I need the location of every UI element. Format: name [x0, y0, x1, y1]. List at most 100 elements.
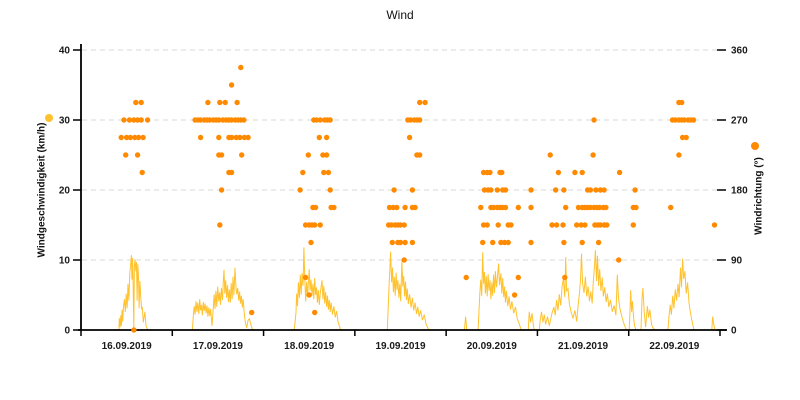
direction-dot — [228, 169, 235, 176]
direction-dot — [490, 239, 496, 246]
direction-dot — [683, 134, 689, 141]
direction-dot — [417, 152, 423, 158]
x-tick-label: 21.09.2019 — [558, 341, 608, 352]
direction-dot — [579, 169, 585, 176]
direction-dot — [579, 239, 585, 246]
direction-dot — [498, 239, 504, 246]
direction-dot — [487, 169, 493, 176]
direction-dot — [484, 222, 490, 228]
speed-line — [81, 247, 720, 331]
direction-dot — [317, 117, 323, 123]
direction-dot — [313, 117, 320, 123]
direction-dot — [633, 204, 639, 211]
direction-dot — [402, 239, 408, 246]
direction-dot — [218, 152, 225, 158]
direction-dot — [123, 152, 129, 158]
direction-dot — [216, 117, 222, 123]
direction-dot — [302, 274, 309, 281]
direction-dot — [228, 134, 235, 141]
direction-dot — [222, 99, 228, 106]
direction-dot — [394, 204, 400, 211]
direction-dot — [217, 222, 223, 228]
direction-dot — [325, 169, 332, 176]
direction-dot — [632, 187, 638, 193]
direction-dot — [596, 204, 603, 211]
direction-dot — [630, 222, 636, 228]
direction-dot — [389, 239, 395, 246]
direction-dot — [409, 187, 416, 193]
direction-legend-dot-icon — [751, 142, 759, 150]
chart-title: Wind — [386, 8, 414, 22]
direction-dot — [401, 222, 407, 228]
direction-dot — [139, 169, 145, 176]
direction-dot — [575, 204, 582, 211]
direction-dot — [228, 117, 235, 123]
y-right-tick-label: 90 — [731, 256, 743, 267]
direction-dot — [711, 222, 718, 228]
direction-dot — [218, 187, 225, 193]
y-left-tick-label: 30 — [59, 116, 71, 127]
x-tick-label: 19.09.2019 — [375, 341, 425, 352]
direction-dot — [401, 257, 407, 263]
direction-dot — [499, 169, 505, 176]
y-left-tick-label: 10 — [59, 256, 71, 267]
direction-dot — [323, 134, 330, 141]
direction-dot — [495, 222, 501, 228]
direction-dot — [123, 134, 130, 141]
direction-dot — [138, 99, 144, 106]
speed-legend-dot-icon — [45, 114, 53, 122]
direction-dot — [133, 99, 139, 106]
direction-dot — [595, 239, 602, 246]
x-tick-label: 17.09.2019 — [193, 341, 243, 352]
direction-dot — [306, 292, 312, 298]
direction-dot — [563, 204, 569, 211]
direction-dot — [417, 117, 423, 123]
direction-dot — [402, 204, 408, 211]
direction-dot — [561, 187, 567, 193]
y-right-tick-label: 180 — [731, 186, 748, 197]
direction-dot — [528, 187, 534, 193]
direction-dot — [601, 187, 607, 193]
direction-dot — [245, 134, 251, 141]
direction-dot — [228, 82, 235, 88]
direction-dot — [679, 99, 685, 106]
direction-dot — [127, 134, 133, 141]
direction-dot — [490, 204, 497, 211]
direction-dot — [528, 204, 534, 211]
direction-dot — [305, 152, 311, 158]
direction-dot — [216, 134, 222, 141]
direction-dot — [508, 222, 514, 228]
direction-dot — [135, 134, 142, 141]
direction-dot — [616, 257, 622, 263]
direction-dot — [422, 99, 428, 106]
direction-dot — [480, 239, 486, 246]
direction-dot — [397, 222, 404, 228]
x-tick-label: 22.09.2019 — [649, 341, 699, 352]
direction-dot — [323, 152, 330, 158]
direction-dot — [241, 134, 248, 141]
direction-dot — [578, 222, 584, 228]
direction-dot — [140, 134, 146, 141]
direction-dot — [528, 239, 534, 246]
direction-dot — [297, 187, 303, 193]
direction-dot — [560, 222, 566, 228]
direction-dot — [312, 204, 319, 211]
direction-dot — [327, 187, 333, 193]
direction-dot — [238, 64, 244, 71]
direction-dot — [118, 134, 124, 141]
direction-dot — [308, 239, 314, 246]
y-left-tick-label: 20 — [59, 186, 71, 197]
direction-dot — [409, 239, 416, 246]
direction-dot — [321, 169, 327, 176]
direction-dot — [488, 187, 494, 193]
direction-dot — [316, 134, 322, 141]
direction-dot — [331, 204, 337, 211]
direction-dot — [312, 222, 318, 228]
direction-dot — [317, 222, 323, 228]
direction-dot — [555, 169, 562, 176]
y-right-tick-label: 0 — [731, 326, 737, 337]
direction-dot — [239, 152, 245, 158]
direction-dot — [690, 117, 697, 123]
